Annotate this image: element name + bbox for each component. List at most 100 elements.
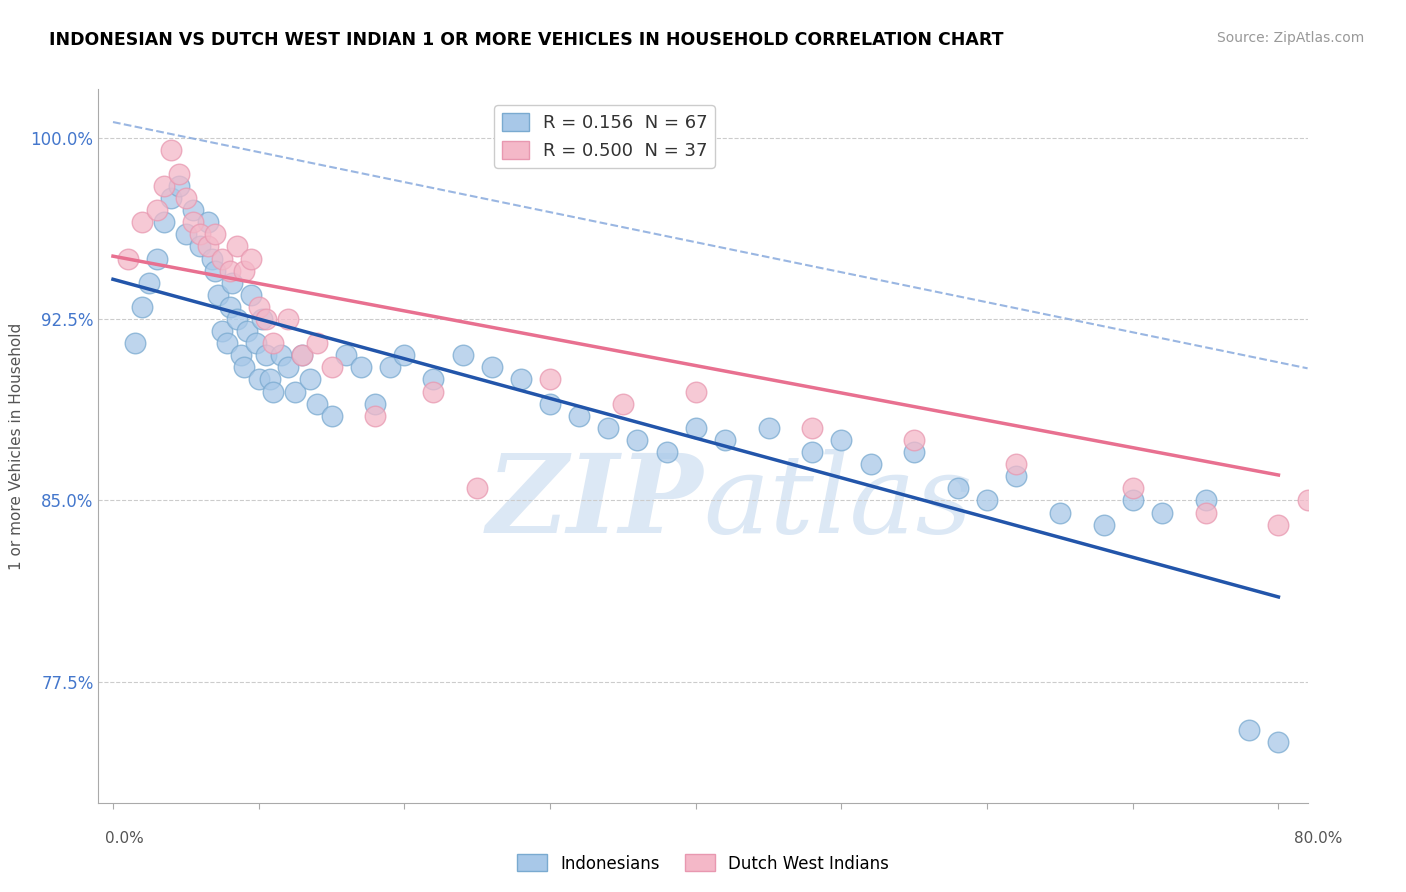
Text: atlas: atlas: [703, 450, 973, 557]
Point: [1049, 506, 1071, 520]
Point: [181, 215, 204, 229]
Point: [568, 409, 591, 423]
Point: [221, 276, 243, 290]
Point: [903, 445, 925, 459]
Point: [298, 372, 321, 386]
Point: [538, 372, 561, 386]
Point: [167, 167, 190, 181]
Point: [167, 178, 190, 193]
Point: [247, 300, 270, 314]
Point: [685, 421, 707, 435]
Point: [758, 421, 780, 435]
Point: [190, 239, 212, 253]
Point: [364, 409, 387, 423]
Point: [197, 215, 219, 229]
Point: [801, 445, 824, 459]
Point: [801, 421, 824, 435]
Point: [225, 312, 247, 326]
Point: [1194, 506, 1216, 520]
Point: [124, 336, 146, 351]
Point: [422, 384, 444, 399]
Point: [284, 384, 307, 399]
Point: [321, 360, 343, 375]
Point: [174, 227, 197, 242]
Point: [215, 336, 238, 351]
Text: 0.0%: 0.0%: [105, 831, 145, 846]
Point: [181, 203, 204, 218]
Point: [207, 288, 229, 302]
Point: [903, 433, 925, 447]
Point: [236, 324, 259, 338]
Point: [481, 360, 503, 375]
Point: [626, 433, 648, 447]
Point: [245, 336, 267, 351]
Point: [422, 372, 444, 386]
Point: [197, 239, 219, 253]
Point: [1194, 493, 1216, 508]
Point: [254, 348, 277, 362]
Point: [350, 360, 373, 375]
Point: [1005, 457, 1028, 471]
Point: [277, 360, 299, 375]
Point: [259, 372, 281, 386]
Point: [262, 336, 284, 351]
Point: [946, 481, 969, 495]
Text: ZIP: ZIP: [486, 450, 703, 557]
Point: [138, 276, 160, 290]
Point: [451, 348, 474, 362]
Point: [254, 312, 277, 326]
Point: [131, 215, 153, 229]
Point: [655, 445, 678, 459]
Point: [859, 457, 882, 471]
Point: [160, 143, 183, 157]
Point: [240, 252, 263, 266]
Point: [204, 263, 226, 277]
Point: [1267, 735, 1289, 749]
Point: [685, 384, 707, 399]
Point: [612, 397, 634, 411]
Point: [160, 191, 183, 205]
Point: [250, 312, 273, 326]
Point: [270, 348, 292, 362]
Point: [364, 397, 387, 411]
Point: [465, 481, 488, 495]
Point: [117, 252, 139, 266]
Point: [153, 178, 176, 193]
Point: [714, 433, 737, 447]
Point: [233, 360, 256, 375]
Point: [211, 252, 233, 266]
Point: [976, 493, 998, 508]
Point: [247, 372, 270, 386]
Point: [277, 312, 299, 326]
Point: [262, 384, 284, 399]
Point: [190, 227, 212, 242]
Point: [1092, 517, 1115, 532]
Point: [1122, 481, 1144, 495]
Point: [240, 288, 263, 302]
Legend: Indonesians, Dutch West Indians: Indonesians, Dutch West Indians: [510, 847, 896, 880]
Point: [830, 433, 852, 447]
Point: [225, 239, 247, 253]
Point: [1239, 723, 1261, 738]
Text: 80.0%: 80.0%: [1295, 831, 1343, 846]
Point: [233, 263, 256, 277]
Point: [378, 360, 401, 375]
Point: [204, 227, 226, 242]
Point: [174, 191, 197, 205]
Point: [153, 215, 176, 229]
Point: [509, 372, 531, 386]
Point: [394, 348, 416, 362]
Legend: R = 0.156  N = 67, R = 0.500  N = 37: R = 0.156 N = 67, R = 0.500 N = 37: [495, 105, 716, 168]
Point: [231, 348, 253, 362]
Point: [211, 324, 233, 338]
Point: [1122, 493, 1144, 508]
Point: [145, 252, 167, 266]
Point: [218, 300, 240, 314]
Point: [1267, 517, 1289, 532]
Text: Source: ZipAtlas.com: Source: ZipAtlas.com: [1216, 31, 1364, 45]
Point: [321, 409, 343, 423]
Point: [1296, 493, 1319, 508]
Point: [305, 397, 328, 411]
Point: [1005, 469, 1028, 483]
Y-axis label: 1 or more Vehicles in Household: 1 or more Vehicles in Household: [8, 322, 24, 570]
